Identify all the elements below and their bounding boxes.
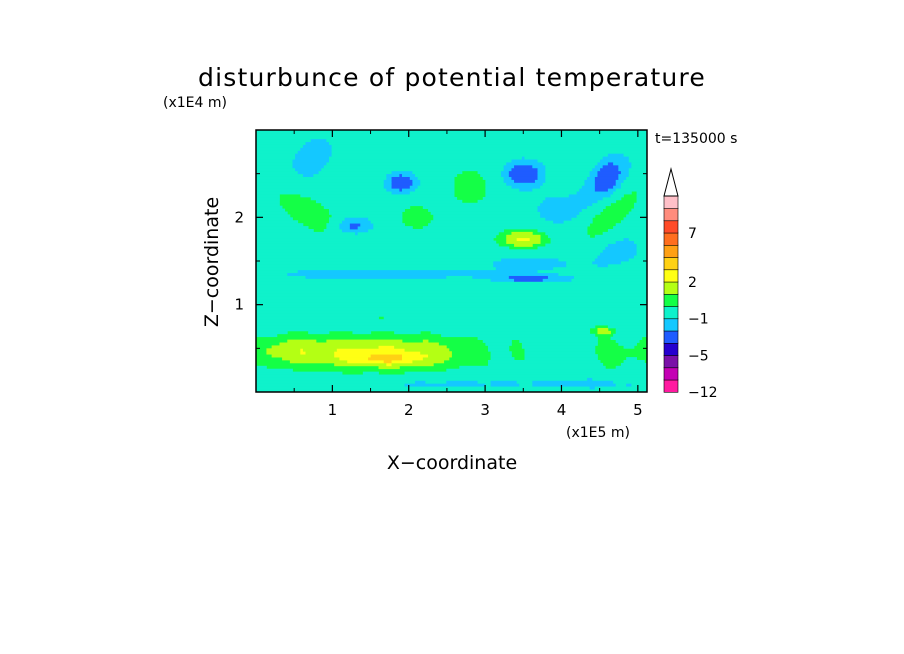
colorbar-swatch <box>663 293 679 307</box>
y-tick-label: 2 <box>234 208 244 226</box>
y-tick-label: 1 <box>234 296 244 314</box>
colorbar-swatch <box>663 269 679 283</box>
colorbar-tick-label: −5 <box>688 348 709 364</box>
colorbar-swatch <box>663 367 679 381</box>
x-tick-label: 4 <box>557 401 567 419</box>
colorbar-swatch <box>663 256 679 271</box>
colorbar-tick-label: 2 <box>688 275 697 291</box>
colorbar-swatch <box>663 305 679 320</box>
colorbar-tick-label: 7 <box>688 226 697 242</box>
x-tick-label: 1 <box>328 401 338 419</box>
contour-field <box>256 130 648 393</box>
x-axis-label: X−coordinate <box>387 452 517 474</box>
colorbar-swatch <box>663 220 679 234</box>
colorbar-swatch <box>663 330 679 344</box>
x-scale-label: (x1E5 m) <box>566 425 630 441</box>
y-axis-label: Z−coordinate <box>201 197 223 327</box>
colorbar-swatch <box>663 342 679 356</box>
x-tick-label: 3 <box>480 401 490 419</box>
colorbar: 7 2 −1 −5 −12 <box>663 167 718 401</box>
axis-ticks: 1 2 3 4 5 1 2 <box>234 130 647 419</box>
colorbar-swatch <box>663 379 679 393</box>
colorbar-swatch <box>663 244 679 258</box>
colorbar-swatch <box>663 281 679 295</box>
x-tick-label: 2 <box>404 401 414 419</box>
plot-area <box>255 129 648 393</box>
colorbar-swatch <box>663 232 679 246</box>
chart-title: disturbunce of potential temperature <box>198 63 706 92</box>
colorbar-extend-arrow <box>663 167 679 197</box>
colorbar-swatch <box>663 195 679 209</box>
colorbar-swatch <box>663 207 679 222</box>
time-label: t=135000 s <box>655 131 737 147</box>
colorbar-swatch <box>663 354 679 369</box>
y-scale-label: (x1E4 m) <box>163 95 227 111</box>
colorbar-tick-label: −12 <box>688 385 718 401</box>
x-tick-label: 5 <box>633 401 643 419</box>
colorbar-tick-label: −1 <box>688 312 709 328</box>
colorbar-swatch <box>663 318 679 332</box>
